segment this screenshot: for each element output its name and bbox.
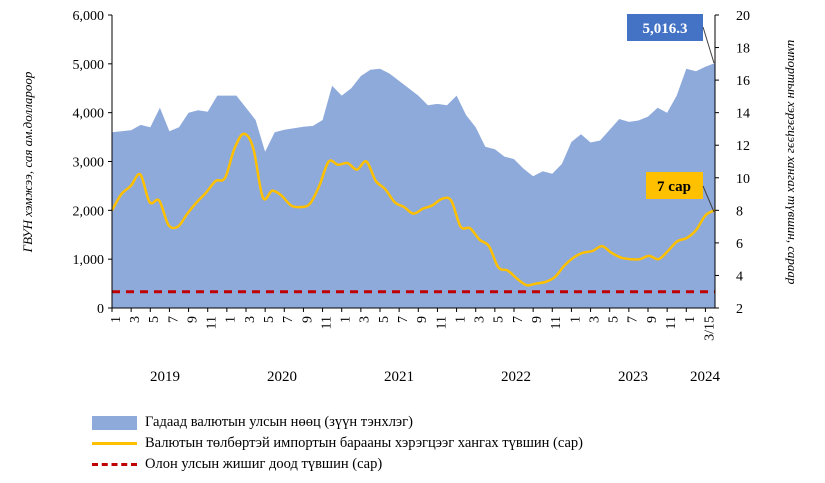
right-tick-label: 14 [736, 107, 750, 122]
legend-swatch-coverage [92, 442, 137, 445]
x-tick-label: 3 [587, 316, 602, 323]
year-label: 2020 [267, 369, 297, 385]
right-tick-label: 4 [736, 269, 743, 284]
reserves-area-layer [112, 63, 715, 308]
right-axis-ticks: 2 4 6 8 10 12 14 16 18 20 [715, 9, 750, 317]
year-label: 2023 [618, 369, 648, 385]
x-tick-label: 3/15 [702, 316, 717, 341]
year-label: 2024 [690, 369, 721, 385]
x-tick-label: 1 [224, 316, 239, 323]
reserves-callout-leader [702, 26, 715, 64]
x-tick-label: 3 [358, 316, 373, 323]
x-tick-label: 7 [511, 316, 526, 323]
legend-item-coverage: Валютын төлбөртэй импортын барааны хэрэг… [92, 433, 583, 454]
year-label: 2021 [384, 369, 414, 385]
left-tick-label: 5,000 [73, 58, 105, 73]
x-tick-label: 5 [492, 316, 507, 323]
x-tick-label: 9 [185, 316, 200, 323]
x-tick-label: 7 [281, 316, 296, 323]
left-tick-label: 1,000 [73, 253, 105, 268]
legend-label-reserves: Гадаад валютын улсын нөөц (зүүн тэнхлэг) [145, 414, 413, 430]
left-axis-label: ГВУН хэмжээ, сая ам.доллароор [20, 71, 35, 253]
x-tick-label: 11 [549, 316, 564, 329]
callouts: 5,016.3 7 сар [627, 14, 715, 213]
left-tick-label: 4,000 [73, 107, 105, 122]
x-tick-label: 1 [683, 316, 698, 323]
right-tick-label: 2 [736, 302, 743, 317]
year-labels: 2019 2020 2021 2022 2023 2024 [150, 369, 721, 385]
x-tick-label: 11 [205, 316, 220, 329]
reserves-area [112, 63, 715, 308]
right-tick-label: 12 [736, 139, 750, 154]
x-tick-label: 1 [453, 316, 468, 323]
legend-swatch-benchmark [92, 463, 137, 466]
right-tick-label: 8 [736, 204, 743, 219]
coverage-line-layer [110, 132, 716, 287]
coverage-callout-text: 7 сар [657, 179, 691, 195]
x-tick-label: 1 [568, 316, 583, 323]
x-tick-label: 3 [473, 316, 488, 323]
x-tick-label: 9 [645, 316, 660, 323]
x-tick-label: 1 [109, 316, 124, 323]
left-tick-label: 2,000 [73, 204, 105, 219]
legend-label-coverage: Валютын төлбөртэй импортын барааны хэрэг… [145, 435, 583, 451]
x-tick-label: 11 [319, 316, 334, 329]
x-tick-label: 5 [262, 316, 277, 323]
reserves-callout-box [627, 14, 703, 41]
x-tick-label: 5 [377, 316, 392, 323]
reserves-callout-text: 5,016.3 [643, 21, 688, 37]
coverage-line [110, 132, 716, 287]
x-tick-label: 9 [415, 316, 430, 323]
year-label: 2019 [150, 369, 180, 385]
x-tick-label: 1 [339, 316, 354, 323]
coverage-callout-box [646, 172, 703, 199]
coverage-callout-leader [702, 185, 715, 213]
left-axis-ticks: 0 1,000 2,000 3,000 4,000 5,000 6,000 [73, 9, 112, 317]
legend-swatch-reserves [92, 415, 137, 430]
right-tick-label: 20 [736, 9, 750, 24]
right-tick-label: 16 [736, 74, 750, 89]
legend-item-reserves: Гадаад валютын улсын нөөц (зүүн тэнхлэг) [92, 412, 583, 433]
x-tick-label: 3 [128, 316, 143, 323]
x-tick-label: 3 [243, 316, 258, 323]
right-tick-label: 10 [736, 172, 750, 187]
legend: Гадаад валютын улсын нөөц (зүүн тэнхлэг)… [92, 412, 583, 475]
left-tick-label: 3,000 [73, 156, 105, 171]
x-tick-label: 9 [300, 316, 315, 323]
x-axis-ticks: 1 3 5 7 9 11 1 3 5 7 9 11 1 3 5 7 9 11 1 3 5 7 9 11 1 3 5 7 9 11 1 3/15 [109, 308, 717, 341]
legend-item-benchmark: Олон улсын жишиг доод түвшин (сар) [92, 454, 583, 475]
x-tick-label: 7 [626, 316, 641, 323]
year-label: 2022 [501, 369, 531, 385]
x-tick-label: 7 [396, 316, 411, 323]
left-tick-label: 0 [97, 302, 104, 317]
legend-label-benchmark: Олон улсын жишиг доод түвшин (сар) [145, 456, 383, 472]
x-tick-label: 9 [530, 316, 545, 323]
x-tick-label: 5 [147, 316, 162, 323]
x-tick-label: 11 [664, 316, 679, 329]
right-axis-label: импортын хэрэгцээг хангах түвшин, сараар [785, 40, 800, 285]
x-tick-label: 5 [607, 316, 622, 323]
right-tick-label: 6 [736, 237, 743, 252]
left-tick-label: 6,000 [73, 9, 105, 24]
right-tick-label: 18 [736, 42, 750, 57]
x-tick-label: 7 [166, 316, 181, 323]
x-tick-label: 11 [434, 316, 449, 329]
